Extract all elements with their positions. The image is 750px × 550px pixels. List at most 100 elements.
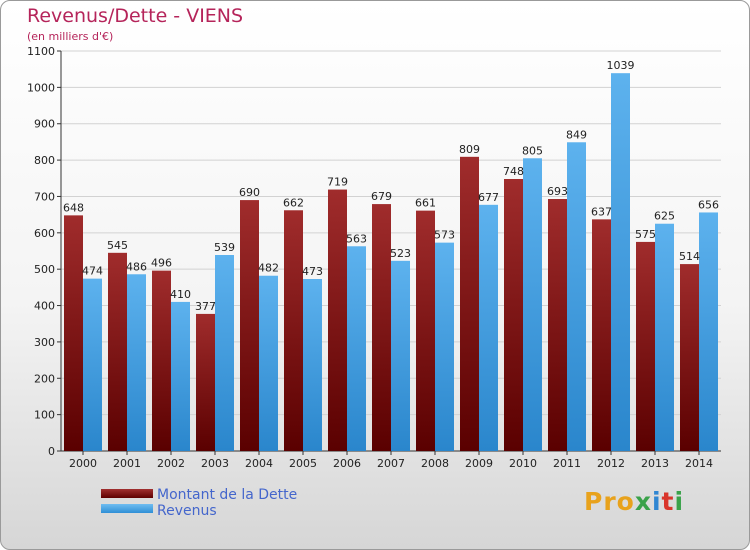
data-label-dette: 719 xyxy=(327,176,348,189)
y-tick-label: 500 xyxy=(34,263,55,276)
logo-part: t xyxy=(661,487,675,516)
bar-dette xyxy=(460,156,479,451)
data-label-dette: 496 xyxy=(151,257,172,270)
y-tick-label: 100 xyxy=(34,409,55,422)
y-tick-label: 600 xyxy=(34,227,55,240)
data-label-dette: 809 xyxy=(459,143,480,156)
data-label-revenus: 473 xyxy=(302,265,323,278)
bar-dette xyxy=(372,204,391,451)
data-label-revenus: 805 xyxy=(522,144,543,157)
data-label-revenus: 482 xyxy=(258,262,279,275)
logo-part: i xyxy=(651,487,662,516)
y-tick-label: 1000 xyxy=(27,81,55,94)
bar-dette xyxy=(284,210,303,451)
x-tick-label: 2000 xyxy=(69,457,97,470)
bar-revenus xyxy=(171,301,190,451)
bar-dette xyxy=(504,179,523,451)
data-label-revenus: 677 xyxy=(478,191,499,204)
bar-revenus xyxy=(303,279,322,451)
y-tick-label: 800 xyxy=(34,154,55,167)
y-tick-label: 1100 xyxy=(27,45,55,58)
labels-layer: 0 100 200 300 400 500 600 700 800 900 1000 1100 648 4… xyxy=(27,45,719,470)
x-tick-label: 2012 xyxy=(597,457,625,470)
x-tick-label: 2008 xyxy=(421,457,449,470)
x-tick-label: 2002 xyxy=(157,457,185,470)
x-tick-label: 2001 xyxy=(113,457,141,470)
chart-title: Revenus/Dette - VIENS xyxy=(27,5,244,27)
bar-dette xyxy=(64,215,83,451)
x-tick-label: 2014 xyxy=(685,457,713,470)
bar-revenus xyxy=(259,275,278,451)
data-label-revenus: 1039 xyxy=(607,59,635,72)
y-tick-label: 400 xyxy=(34,300,55,313)
bar-revenus xyxy=(391,260,410,451)
data-label-revenus: 486 xyxy=(126,260,147,273)
y-tick-label: 300 xyxy=(34,336,55,349)
proxiti-logo: Proxiti xyxy=(584,487,684,516)
bar-revenus xyxy=(215,255,234,451)
y-tick-label: 900 xyxy=(34,118,55,131)
y-tick-label: 0 xyxy=(48,445,55,458)
data-label-revenus: 563 xyxy=(346,232,367,245)
data-label-revenus: 573 xyxy=(434,229,455,242)
y-tick-label: 200 xyxy=(34,372,55,385)
bar-revenus xyxy=(699,212,718,451)
data-label-revenus: 849 xyxy=(566,128,587,141)
legend-label-dette: Montant de la Dette xyxy=(157,487,298,503)
logo-part: x xyxy=(634,487,652,516)
x-tick-label: 2005 xyxy=(289,457,317,470)
y-tick-label: 700 xyxy=(34,190,55,203)
data-label-dette: 690 xyxy=(239,186,260,199)
data-label-dette: 679 xyxy=(371,190,392,203)
bar-dette xyxy=(636,241,655,451)
bar-dette xyxy=(592,219,611,451)
legend-swatch-dette xyxy=(101,489,153,498)
chart-subtitle: (en milliers d'€) xyxy=(27,30,114,43)
data-label-revenus: 410 xyxy=(170,288,191,301)
data-label-dette: 514 xyxy=(679,250,700,263)
bar-revenus xyxy=(127,274,146,451)
data-label-dette: 662 xyxy=(283,196,304,209)
data-label-dette: 693 xyxy=(547,185,568,198)
data-label-dette: 377 xyxy=(195,300,216,313)
bar-revenus xyxy=(347,246,366,451)
x-tick-label: 2004 xyxy=(245,457,273,470)
legend-swatch-revenus xyxy=(101,504,153,513)
data-label-revenus: 625 xyxy=(654,210,675,223)
bar-revenus xyxy=(523,158,542,452)
data-label-dette: 748 xyxy=(503,165,524,178)
bar-dette xyxy=(328,189,347,451)
bar-revenus xyxy=(611,73,630,451)
logo-part: Pro xyxy=(584,487,635,516)
x-tick-label: 2011 xyxy=(553,457,581,470)
data-label-dette: 637 xyxy=(591,205,612,218)
bar-revenus xyxy=(435,242,454,451)
x-tick-label: 2013 xyxy=(641,457,669,470)
data-label-dette: 545 xyxy=(107,239,128,252)
bar-dette xyxy=(416,210,435,451)
x-tick-label: 2009 xyxy=(465,457,493,470)
bar-dette xyxy=(680,264,699,451)
data-label-dette: 648 xyxy=(63,201,84,214)
data-label-revenus: 523 xyxy=(390,247,411,260)
bar-dette xyxy=(240,200,259,451)
bar-dette xyxy=(108,252,127,451)
legend-label-revenus: Revenus xyxy=(157,503,217,519)
data-label-dette: 661 xyxy=(415,197,436,210)
bar-revenus xyxy=(83,278,102,451)
x-tick-label: 2007 xyxy=(377,457,405,470)
x-tick-label: 2010 xyxy=(509,457,537,470)
x-tick-label: 2006 xyxy=(333,457,361,470)
bar-revenus xyxy=(479,204,498,451)
bar-revenus xyxy=(655,223,674,451)
bar-dette xyxy=(152,270,171,451)
data-label-dette: 575 xyxy=(635,228,656,241)
bars-layer xyxy=(64,73,718,452)
data-label-revenus: 539 xyxy=(214,241,235,254)
logo-part: i xyxy=(674,487,685,516)
bar-revenus xyxy=(567,142,586,452)
data-label-revenus: 474 xyxy=(82,265,103,278)
data-label-revenus: 656 xyxy=(698,198,719,211)
